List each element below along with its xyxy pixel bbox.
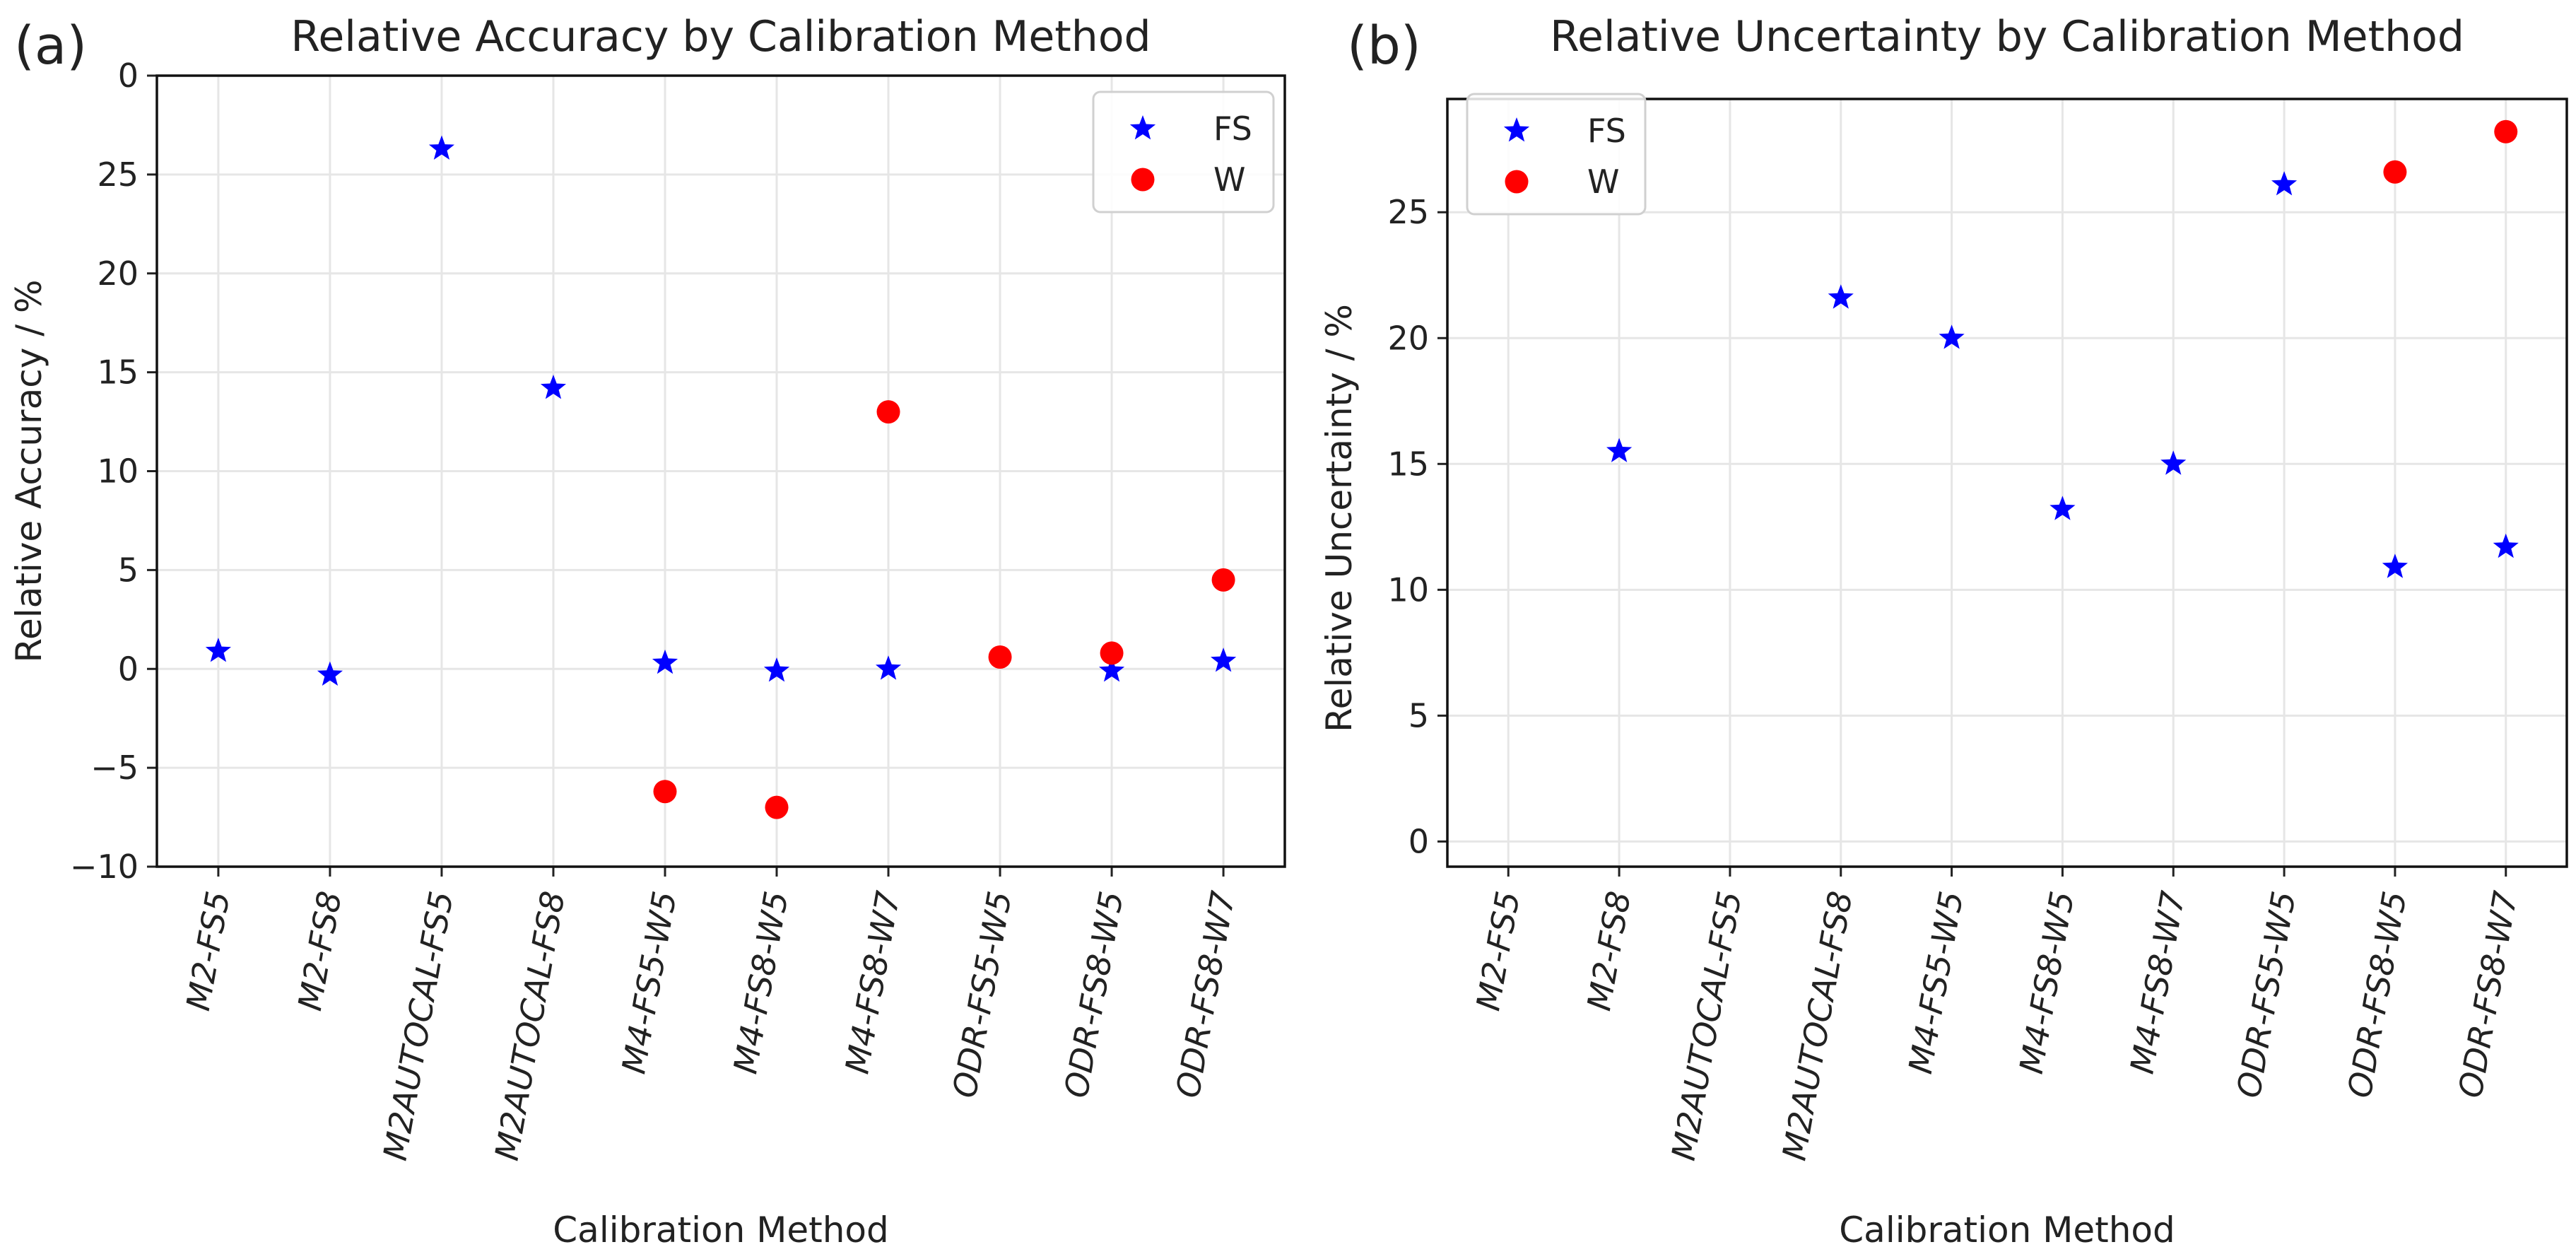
y-tick-label: 0 xyxy=(118,650,139,688)
panel-label: (a) xyxy=(14,16,87,76)
y-tick-label: −10 xyxy=(70,848,139,886)
series-w xyxy=(2383,119,2518,184)
x-tick-label: M4-FS8-W7 xyxy=(2123,889,2193,1077)
data-point-star xyxy=(1211,648,1237,672)
data-point-circle xyxy=(1100,641,1124,665)
x-tick-label: M4-FS8-W7 xyxy=(837,889,907,1077)
legend-label: FS xyxy=(1587,112,1626,150)
data-point-circle xyxy=(1211,568,1235,592)
axes-frame xyxy=(155,74,1286,868)
data-point-star xyxy=(876,655,902,680)
x-tick-label: ODR-FS5-W5 xyxy=(2229,889,2303,1101)
data-point-star xyxy=(428,135,454,160)
x-tick-label: M2AUTOCAL-FS8 xyxy=(1775,889,1859,1164)
data-point-star xyxy=(763,657,790,682)
legend-star-icon xyxy=(1129,115,1156,140)
x-tick-label: M2AUTOCAL-FS5 xyxy=(376,889,461,1164)
data-point-star xyxy=(317,661,343,686)
y-axis-label: Relative Uncertainty / % xyxy=(1319,304,1360,732)
legend-star-icon xyxy=(1503,117,1530,142)
x-tick-label: ODR-FS8-W5 xyxy=(1057,889,1131,1101)
grid xyxy=(1447,99,2567,867)
data-point-star xyxy=(2382,554,2408,578)
x-axis-label: Calibration Method xyxy=(553,1210,888,1251)
data-point-star xyxy=(1099,657,1125,682)
y-tick-label: 25 xyxy=(1387,193,1429,231)
data-point-star xyxy=(1606,438,1633,462)
data-point-circle xyxy=(988,645,1012,669)
legend-label: FS xyxy=(1213,110,1252,148)
y-tick-label: 10 xyxy=(97,452,139,491)
data-point-star xyxy=(1828,284,1854,309)
y-tick-label: 5 xyxy=(1408,696,1429,734)
axes-frame xyxy=(1446,98,2568,868)
series-fs xyxy=(1606,171,2519,578)
x-tick-label: ODR-FS8-W7 xyxy=(2451,889,2525,1101)
legend-label: W xyxy=(1213,160,1245,199)
x-tick-label: M2AUTOCAL-FS8 xyxy=(488,889,572,1164)
data-point-circle xyxy=(876,400,900,424)
data-point-star xyxy=(2160,450,2187,475)
x-tick-label: M2-FS5 xyxy=(179,889,237,1014)
chart-title: Relative Uncertainty by Calibration Meth… xyxy=(1550,12,2464,62)
x-tick-label: M4-FS5-W5 xyxy=(1901,889,1971,1077)
series-fs xyxy=(205,135,1237,686)
x-tick-label: M4-FS8-W5 xyxy=(726,889,796,1077)
y-tick-label: 15 xyxy=(97,353,139,392)
x-tick-label: M2-FS8 xyxy=(290,889,349,1014)
data-point-circle xyxy=(2383,160,2407,184)
x-tick-label: M2-FS8 xyxy=(1580,889,1638,1014)
data-point-star xyxy=(540,375,566,399)
y-tick-label: −5 xyxy=(90,749,139,787)
chart-title: Relative Accuracy by Calibration Method xyxy=(290,12,1151,62)
panel-a: −10 −5 0 5 10 15 20 25 0 M2-FS5 M2-FS8 M2AUTOCAL-FS… xyxy=(8,12,1286,1251)
x-tick-label: M4-FS5-W5 xyxy=(614,889,684,1077)
y-tick-label: 0 xyxy=(1408,822,1429,860)
data-point-star xyxy=(205,638,231,662)
x-tick-label: ODR-FS8-W5 xyxy=(2340,889,2414,1101)
panel-b: 0 5 10 15 20 25 M2-FS5 M2-FS8 M2AUTOCAL-FS5 M2AUT… xyxy=(1319,12,2568,1251)
data-point-circle xyxy=(765,795,789,819)
legend: FS W xyxy=(1092,90,1275,213)
data-point-star xyxy=(2493,533,2519,558)
data-point-circle xyxy=(2494,119,2518,144)
x-tick-label: M2-FS5 xyxy=(1469,889,1527,1014)
y-tick-label: 15 xyxy=(1387,445,1429,483)
data-point-star xyxy=(2049,496,2076,520)
x-tick-label: ODR-FS8-W7 xyxy=(1168,889,1242,1101)
data-point-star xyxy=(652,649,678,674)
x-tick-label: ODR-FS5-W5 xyxy=(945,889,1019,1101)
y-tick-label: 25 xyxy=(97,156,139,194)
x-tick-label: M2AUTOCAL-FS5 xyxy=(1664,889,1749,1164)
y-tick-label: 0 xyxy=(118,57,139,95)
y-tick-label: 10 xyxy=(1387,570,1429,609)
data-point-circle xyxy=(653,780,677,804)
data-point-star xyxy=(1939,324,1965,349)
legend-circle-icon xyxy=(1505,170,1529,194)
x-axis-label: Calibration Method xyxy=(1839,1210,2175,1251)
data-point-star xyxy=(2271,171,2298,196)
legend-circle-icon xyxy=(1131,168,1155,192)
y-tick-label: 20 xyxy=(97,254,139,293)
legend-label: W xyxy=(1587,163,1619,201)
panel-label: (b) xyxy=(1347,16,1421,76)
legend: FS W xyxy=(1466,93,1647,216)
y-tick-label: 20 xyxy=(1387,319,1429,357)
y-tick-label: 5 xyxy=(118,551,139,589)
y-axis-label: Relative Accuracy / % xyxy=(8,280,49,663)
x-tick-label: M4-FS8-W5 xyxy=(2012,889,2082,1077)
series-w xyxy=(653,400,1235,819)
